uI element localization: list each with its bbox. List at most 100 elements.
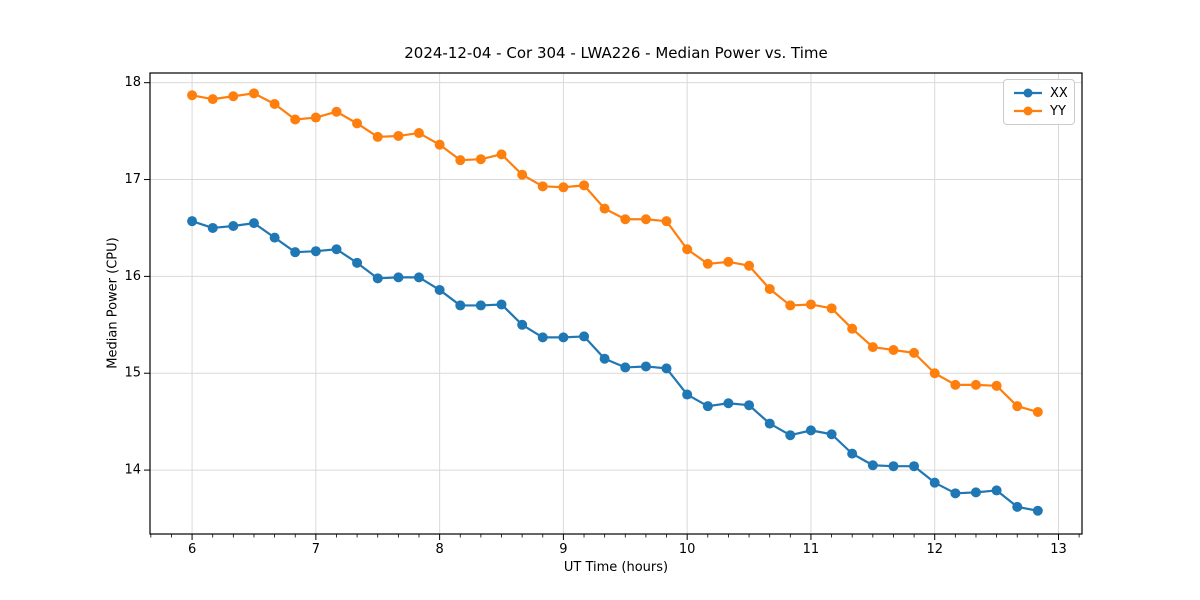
series-YY-point xyxy=(413,128,424,139)
series-XX-point xyxy=(805,425,816,436)
series-YY-point xyxy=(207,94,218,105)
series-YY-point xyxy=(352,118,363,129)
x-tick-label: 6 xyxy=(188,542,196,557)
series-YY-point xyxy=(434,139,445,150)
series-XX-point xyxy=(579,331,590,342)
series-YY-point xyxy=(537,181,548,192)
series-XX-point xyxy=(620,362,631,373)
series-YY-point xyxy=(867,342,878,353)
y-tick-label: 15 xyxy=(124,366,141,381)
series-XX-point xyxy=(558,332,569,343)
series-YY-point xyxy=(970,379,981,390)
legend-label: XX xyxy=(1050,85,1068,101)
series-XX-point xyxy=(207,222,218,233)
series-YY-point xyxy=(290,114,301,125)
series-YY-point xyxy=(661,216,672,227)
y-tick-label: 17 xyxy=(124,172,141,187)
series-YY-point xyxy=(723,256,734,267)
x-tick-label: 8 xyxy=(435,542,443,557)
series-YY-point xyxy=(1012,401,1023,412)
series-YY-point xyxy=(310,112,321,123)
y-tick-label: 16 xyxy=(124,269,141,284)
series-YY-point xyxy=(764,283,775,294)
series-YY-point xyxy=(620,214,631,225)
series-XX-point xyxy=(413,272,424,283)
legend-line-sample xyxy=(1014,88,1042,98)
series-XX-point xyxy=(909,461,920,472)
series-XX-point xyxy=(744,400,755,411)
x-tick-label: 10 xyxy=(679,542,696,557)
legend-sample-marker xyxy=(1023,106,1033,116)
series-XX-point xyxy=(434,284,445,295)
series-YY-point xyxy=(331,106,342,117)
y-tick-label: 14 xyxy=(124,463,141,478)
series-XX-point xyxy=(475,300,486,311)
series-XX-point xyxy=(1032,505,1043,516)
legend-label: YY xyxy=(1050,103,1066,119)
series-YY-point xyxy=(1032,406,1043,417)
series-YY-point xyxy=(991,380,1002,391)
series-YY-point xyxy=(248,88,259,99)
series-XX-point xyxy=(702,401,713,412)
series-XX-point xyxy=(950,488,961,499)
series-XX-point xyxy=(393,272,404,283)
series-XX-point xyxy=(970,487,981,498)
y-tick-label: 18 xyxy=(124,75,141,90)
legend: XX YY xyxy=(1003,79,1075,125)
x-tick-label: 7 xyxy=(312,542,320,557)
x-tick-label: 13 xyxy=(1050,542,1067,557)
series-YY-point xyxy=(558,182,569,193)
x-tick-label: 11 xyxy=(803,542,820,557)
series-YY-point xyxy=(950,379,961,390)
series-XX-point xyxy=(187,216,198,227)
series-YY-point xyxy=(702,258,713,269)
series-YY-point xyxy=(372,131,383,142)
series-XX-point xyxy=(723,398,734,409)
series-XX-point xyxy=(248,218,259,229)
legend-item-yy: YY xyxy=(1013,102,1074,120)
series-XX-point xyxy=(496,299,507,310)
series-YY-point xyxy=(888,344,899,355)
series-XX-point xyxy=(640,361,651,372)
series-YY-point xyxy=(579,180,590,191)
series-YY-point xyxy=(517,169,528,180)
legend-sample-marker xyxy=(1023,88,1033,98)
x-axis-label: UT Time (hours) xyxy=(563,560,669,575)
series-XX-point xyxy=(826,429,837,440)
series-XX-point xyxy=(682,389,693,400)
x-tick-label: 12 xyxy=(926,542,943,557)
series-XX-point xyxy=(290,247,301,258)
series-YY-point xyxy=(269,98,280,109)
series-XX-point xyxy=(331,244,342,255)
series-XX-point xyxy=(352,257,363,268)
series-YY-point xyxy=(393,130,404,141)
series-XX-point xyxy=(1012,501,1023,512)
series-YY-point xyxy=(496,149,507,160)
series-XX-point xyxy=(929,477,940,488)
series-XX-point xyxy=(228,221,239,232)
series-YY-point xyxy=(640,214,651,225)
series-YY-point xyxy=(744,260,755,271)
series-YY-point xyxy=(475,154,486,165)
series-XX-point xyxy=(991,485,1002,496)
plot-border xyxy=(149,72,1083,535)
series-YY-point xyxy=(847,323,858,334)
chart-title: 2024-12-04 - Cor 304 - LWA226 - Median P… xyxy=(404,44,828,62)
series-YY-point xyxy=(228,91,239,102)
series-XX-point xyxy=(867,460,878,471)
series-XX-point xyxy=(269,232,280,243)
series-XX-point xyxy=(599,353,610,364)
series-XX-point xyxy=(785,430,796,441)
series-XX-point xyxy=(455,300,466,311)
series-XX-point xyxy=(888,461,899,472)
series-XX-point xyxy=(537,332,548,343)
series-YY-point xyxy=(187,90,198,101)
series-YY-point xyxy=(805,299,816,310)
series-XX-point xyxy=(847,448,858,459)
legend-item-xx: XX xyxy=(1013,84,1074,102)
series-YY-point xyxy=(929,368,940,379)
series-XX-point xyxy=(372,273,383,284)
series-YY-point xyxy=(455,155,466,166)
